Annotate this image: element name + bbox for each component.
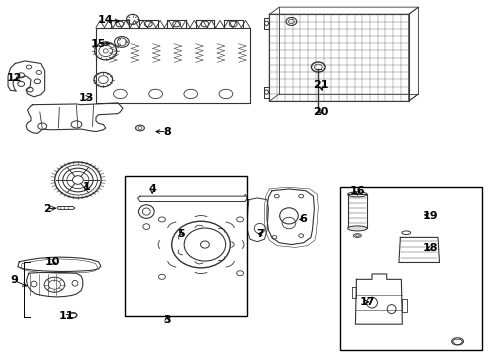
Text: 20: 20 xyxy=(313,107,328,117)
Text: 11: 11 xyxy=(59,311,74,321)
Text: 10: 10 xyxy=(44,257,60,267)
Text: 19: 19 xyxy=(423,211,439,221)
Text: 3: 3 xyxy=(163,315,171,325)
Text: 2: 2 xyxy=(43,204,51,214)
Text: 18: 18 xyxy=(423,243,439,253)
Text: 21: 21 xyxy=(313,80,328,90)
Text: 9: 9 xyxy=(10,275,18,285)
Text: 7: 7 xyxy=(256,229,264,239)
Text: 15: 15 xyxy=(91,39,106,49)
Text: 4: 4 xyxy=(148,184,156,194)
Bar xyxy=(125,176,247,316)
Text: 12: 12 xyxy=(7,73,22,83)
Text: 6: 6 xyxy=(300,215,308,224)
Text: 1: 1 xyxy=(82,182,90,192)
Text: 14: 14 xyxy=(98,15,114,26)
Ellipse shape xyxy=(347,226,367,231)
Text: 5: 5 xyxy=(178,229,185,239)
Text: 8: 8 xyxy=(163,127,171,136)
Text: 13: 13 xyxy=(78,93,94,103)
Text: 17: 17 xyxy=(359,297,375,307)
Bar xyxy=(340,187,482,350)
Text: 16: 16 xyxy=(349,186,365,196)
